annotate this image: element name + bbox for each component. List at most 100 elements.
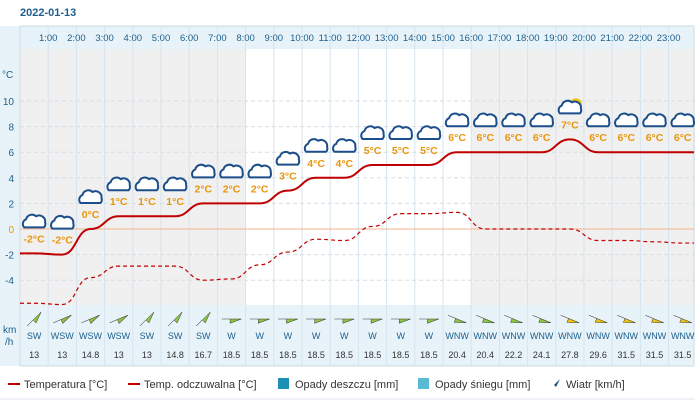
wind-speed-label: 18.5 — [364, 350, 382, 360]
wind-direction-icon — [390, 318, 411, 324]
wind-direction-label: W — [227, 331, 236, 341]
hour-label: 16:00 — [459, 33, 483, 44]
wind-speed-label: 31.5 — [674, 350, 692, 360]
temp-value-label: 6°C — [589, 132, 607, 144]
temp-value-label: 6°C — [674, 132, 692, 144]
temp-value-label: 4°C — [335, 158, 353, 170]
cloud-icon — [50, 214, 75, 230]
wind-direction-label: W — [425, 331, 434, 341]
wind-speed-label: 27.8 — [561, 350, 579, 360]
wind-arrow — [645, 315, 664, 323]
wind-speed-label: 18.5 — [279, 350, 297, 360]
y-tick-label: -2 — [5, 251, 14, 262]
wind-direction-icon — [504, 315, 523, 323]
wind-direction-label: SW — [140, 331, 155, 341]
cloud-icon — [501, 112, 526, 128]
wind-direction-icon — [26, 311, 42, 327]
wind-arrow — [588, 315, 608, 323]
wind-direction-label: W — [396, 331, 405, 341]
hour-label: 17:00 — [488, 33, 512, 44]
hour-label: 8:00 — [236, 33, 255, 44]
wind-speed-label: 18.5 — [336, 350, 354, 360]
temp-value-label: 6°C — [476, 132, 494, 144]
wind-arrow — [617, 315, 636, 323]
feels-like-line — [20, 211, 694, 306]
wind-direction-icon — [196, 311, 211, 327]
wind-direction-label: W — [340, 331, 349, 341]
legend-wind-arrow — [550, 379, 560, 389]
cloud-icon — [21, 213, 47, 229]
cloud-icon — [388, 125, 413, 140]
y-tick-label: 4 — [8, 174, 14, 185]
y-axis: 10 8 6 4 2 0 -2 -4 — [3, 97, 15, 287]
hour-label: 19:00 — [544, 33, 568, 44]
wind-direction-icon — [419, 318, 439, 324]
y-tick-label: -4 — [5, 276, 14, 287]
wind-direction-label: WNW — [558, 331, 582, 341]
cloud-icon — [670, 112, 695, 128]
night-band — [20, 49, 49, 305]
wind-direction-icon — [588, 315, 608, 323]
weather-icons — [21, 98, 695, 230]
wind-arrow — [419, 318, 439, 324]
wind-speed-label: 20.4 — [477, 350, 495, 360]
wind-direction-label: WSW — [107, 331, 130, 341]
wind-arrow — [560, 315, 580, 323]
night-band — [640, 49, 669, 305]
wind-direction-icon — [249, 318, 270, 324]
wind-arrow — [476, 315, 495, 323]
wind-arrow — [167, 311, 183, 327]
hour-label: 14:00 — [403, 33, 427, 44]
wind-arrow — [532, 315, 551, 323]
wind-direction-icon — [109, 314, 128, 324]
night-band — [668, 49, 695, 305]
legend-wind-icon — [550, 379, 560, 389]
wind-arrow — [81, 314, 100, 324]
hour-label: 12:00 — [347, 33, 371, 44]
y-tick-label: 8 — [8, 123, 14, 134]
cloud-icon — [106, 176, 131, 192]
cloud-icon — [473, 112, 498, 128]
wind-arrow — [447, 315, 467, 323]
wind-unit-h: /h — [5, 337, 13, 348]
wind-direction-icon — [476, 315, 495, 323]
wind-arrow — [109, 314, 128, 324]
wind-direction-label: W — [312, 331, 321, 341]
hour-axis: 1:00 2:00 3:00 4:00 5:00 6:00 7:00 8:00 9:00 10:0… — [39, 33, 681, 44]
legend-rain-swatch — [278, 378, 289, 389]
wind-arrow — [306, 318, 327, 324]
wind-direction-icon — [81, 314, 100, 324]
cloud-icon — [360, 125, 385, 140]
wind-speed-label: 14.8 — [82, 350, 100, 360]
y-tick-label: 0 — [8, 225, 14, 236]
temperature-lines — [20, 138, 694, 306]
temp-value-label: 2°C — [223, 183, 241, 195]
wind-speed-label: 13 — [29, 350, 39, 360]
cloud-icon — [247, 163, 272, 179]
wind-unit-km: km — [3, 325, 16, 336]
temp-value-label: 6°C — [505, 132, 523, 144]
legend-snow-swatch — [418, 378, 429, 389]
y-tick-label: 6 — [8, 148, 14, 159]
wind-speed-label: 16.7 — [195, 350, 213, 360]
temp-value-label: 0°C — [82, 209, 100, 221]
wind-speed-label: 13 — [114, 350, 124, 360]
hour-label: 21:00 — [600, 33, 624, 44]
temp-value-label: 2°C — [194, 183, 212, 195]
wind-arrow — [26, 311, 42, 327]
hour-label: 11:00 — [319, 33, 342, 44]
wind-direction-icon — [362, 318, 383, 324]
wind-direction-label: WNW — [530, 331, 554, 341]
wind-direction-label: WNW — [445, 331, 469, 341]
night-band — [471, 49, 500, 305]
temperature-line — [20, 138, 694, 256]
hour-label: 18:00 — [516, 33, 540, 44]
wind-direction-label: WNW — [615, 331, 639, 341]
wind-speed-label: 22.2 — [505, 350, 523, 360]
hour-label: 3:00 — [95, 33, 114, 44]
legend-background — [0, 372, 695, 400]
hour-label: 5:00 — [152, 33, 171, 44]
wind-direction-label: WNW — [586, 331, 610, 341]
temp-value-label: 1°C — [110, 196, 128, 208]
